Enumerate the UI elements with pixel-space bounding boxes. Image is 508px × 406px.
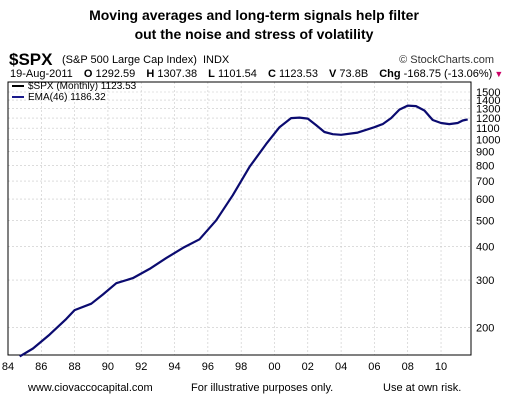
stats-date: 19-Aug-2011 <box>10 68 73 80</box>
ohlc-stats: 19-Aug-2011 O 1292.59 H 1307.38 L 1101.5… <box>10 68 503 80</box>
x-tick-label: 04 <box>335 361 347 373</box>
y-tick-label: 1500 <box>476 87 500 99</box>
high-label: H <box>146 68 155 80</box>
chart-series <box>19 104 468 358</box>
index-tag: INDX <box>202 54 230 66</box>
x-tick-label: 90 <box>102 361 114 373</box>
x-tick-label: 86 <box>35 361 47 373</box>
chart-grid <box>7 82 471 355</box>
ticker-description: (S&P 500 Large Cap Index) INDX <box>62 54 229 66</box>
y-tick-label: 1200 <box>476 113 500 125</box>
y-tick-label: 200 <box>476 322 494 334</box>
ema-line-series <box>19 104 468 358</box>
low-label: L <box>208 68 215 80</box>
x-tick-label: 10 <box>435 361 447 373</box>
y-tick-label: 1400 <box>476 95 500 107</box>
legend-label: $SPX (Monthly) 1123.53 <box>28 81 137 92</box>
footer-disclaimer-illustrative: For illustrative purposes only. <box>191 382 334 394</box>
y-tick-label: 300 <box>476 275 494 287</box>
y-tick-label: 400 <box>476 241 494 253</box>
footer-website: www.ciovaccocapital.com <box>28 382 153 394</box>
x-tick-label: 00 <box>268 361 280 373</box>
change-label: Chg <box>379 68 401 80</box>
x-tick-label: 96 <box>202 361 214 373</box>
x-axis-ticks: 84 86 88 90 92 94 96 98 00 02 04 06 08 10 <box>2 361 447 373</box>
volume-value: 73.8B <box>339 68 369 80</box>
legend-label: EMA(46) 1186.32 <box>28 92 106 103</box>
x-tick-label: 08 <box>402 361 414 373</box>
x-tick-label: 94 <box>168 361 180 373</box>
y-tick-label: 1300 <box>476 104 500 116</box>
open-label: O <box>83 68 93 80</box>
source-brand: © StockCharts.com <box>399 54 494 66</box>
y-tick-label: 1100 <box>476 123 500 135</box>
ticker-symbol: $SPX <box>9 50 53 69</box>
open-value: 1292.59 <box>95 68 136 80</box>
footer-disclaimer-risk: Use at own risk. <box>383 382 462 394</box>
y-tick-label: 700 <box>476 176 494 188</box>
y-tick-label: 1000 <box>476 134 500 146</box>
chart-title-line2: out the noise and stress of volatility <box>134 26 374 42</box>
y-tick-label: 500 <box>476 215 494 227</box>
x-tick-label: 98 <box>235 361 247 373</box>
down-triangle-icon: ▼ <box>494 69 504 79</box>
plot-frame <box>7 81 472 356</box>
x-tick-label: 92 <box>135 361 147 373</box>
change-value: -168.75 (-13.06%) <box>403 68 493 80</box>
close-label: C <box>267 68 276 80</box>
x-tick-label: 84 <box>2 361 14 373</box>
ticker-name: (S&P 500 Large Cap Index) <box>62 54 197 66</box>
volume-label: V <box>329 68 337 80</box>
high-value: 1307.38 <box>157 68 198 80</box>
y-tick-label: 600 <box>476 194 494 206</box>
close-value: 1123.53 <box>278 68 318 80</box>
x-tick-label: 06 <box>368 361 380 373</box>
y-tick-label: 900 <box>476 147 494 159</box>
y-tick-label: 800 <box>476 160 494 172</box>
x-tick-label: 02 <box>302 361 314 373</box>
low-value: 1101.54 <box>217 68 257 80</box>
x-tick-label: 88 <box>68 361 80 373</box>
chart-title-line1: Moving averages and long-term signals he… <box>89 7 419 23</box>
